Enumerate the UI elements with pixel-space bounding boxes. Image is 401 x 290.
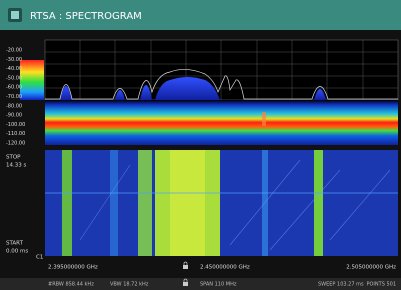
title: RTSA : SPECTROGRAM xyxy=(30,11,142,22)
channel: C1 xyxy=(36,255,43,261)
spectrogram-column xyxy=(110,150,118,256)
vbw[interactable]: VBW 18.72 kHz xyxy=(110,282,149,288)
spectrogram-background xyxy=(45,150,398,256)
spectrogram-column xyxy=(170,150,205,256)
spectrogram-column xyxy=(138,150,152,256)
stop-time: 14.33 s xyxy=(6,163,26,169)
stop-label: STOP xyxy=(6,155,21,161)
rbw[interactable]: #RBW 858.44 kHz xyxy=(48,282,94,288)
spectrogram xyxy=(45,150,398,256)
center-frequency[interactable]: 2.450000000 GHz xyxy=(200,265,250,271)
app-window: RTSA : SPECTROGRAM xyxy=(0,0,401,290)
spectrogram-column xyxy=(262,150,268,256)
trace-plot xyxy=(45,40,398,100)
lock-body xyxy=(183,265,188,269)
scale-label: -80.00 xyxy=(6,103,22,109)
scale-label: -50.00 xyxy=(6,75,22,81)
span[interactable]: SPAN 110 MHz xyxy=(200,282,237,288)
persistence-spike xyxy=(262,112,266,126)
app-icon xyxy=(11,11,19,19)
scale-label: -110.00 xyxy=(6,131,25,137)
sweep[interactable]: SWEEP 103.27 ms xyxy=(318,282,364,288)
scale-label: -40.00 xyxy=(6,66,22,72)
scale-label: -100.00 xyxy=(6,122,25,128)
spectrogram-column xyxy=(314,150,323,256)
points[interactable]: POINTS 501 xyxy=(366,282,396,288)
scale-label: -120.00 xyxy=(6,141,25,147)
plot-frame xyxy=(45,40,398,100)
lock-body xyxy=(183,282,188,286)
persistence-band xyxy=(45,100,398,145)
scale-label: -30.00 xyxy=(6,57,22,63)
scale-label: -60.00 xyxy=(6,85,22,91)
color-bar xyxy=(20,60,44,100)
start-label: START xyxy=(6,241,24,247)
scale-label: -20.00 xyxy=(6,48,22,54)
start-frequency: 2.395000000 GHz xyxy=(48,265,98,271)
scale-label: -70.00 xyxy=(6,94,22,100)
page: {"header": {"title": "RTSA : SPECTROGRAM… xyxy=(0,0,401,290)
scale-label: -90.00 xyxy=(6,113,22,119)
stop-frequency: 2.505000000 GHz xyxy=(346,265,396,271)
start-time: 0.00 ms xyxy=(6,249,28,255)
spectrogram-column xyxy=(62,150,72,256)
